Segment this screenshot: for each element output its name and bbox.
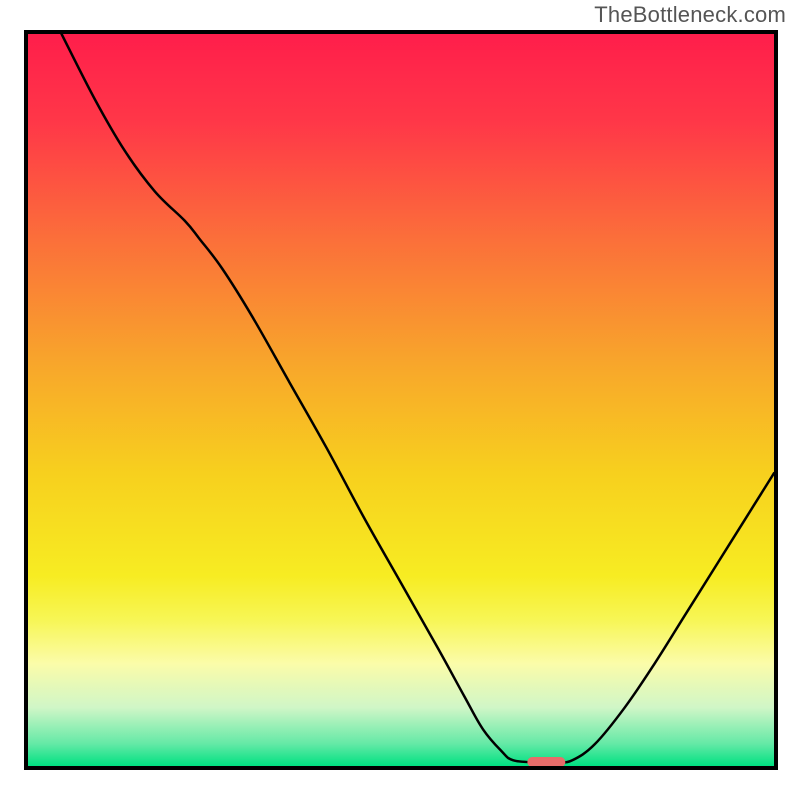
- curve-line: [28, 34, 774, 766]
- minimum-marker: [528, 757, 565, 767]
- watermark-text: TheBottleneck.com: [594, 2, 786, 28]
- plot-area: [24, 30, 778, 770]
- curve-path: [62, 34, 774, 763]
